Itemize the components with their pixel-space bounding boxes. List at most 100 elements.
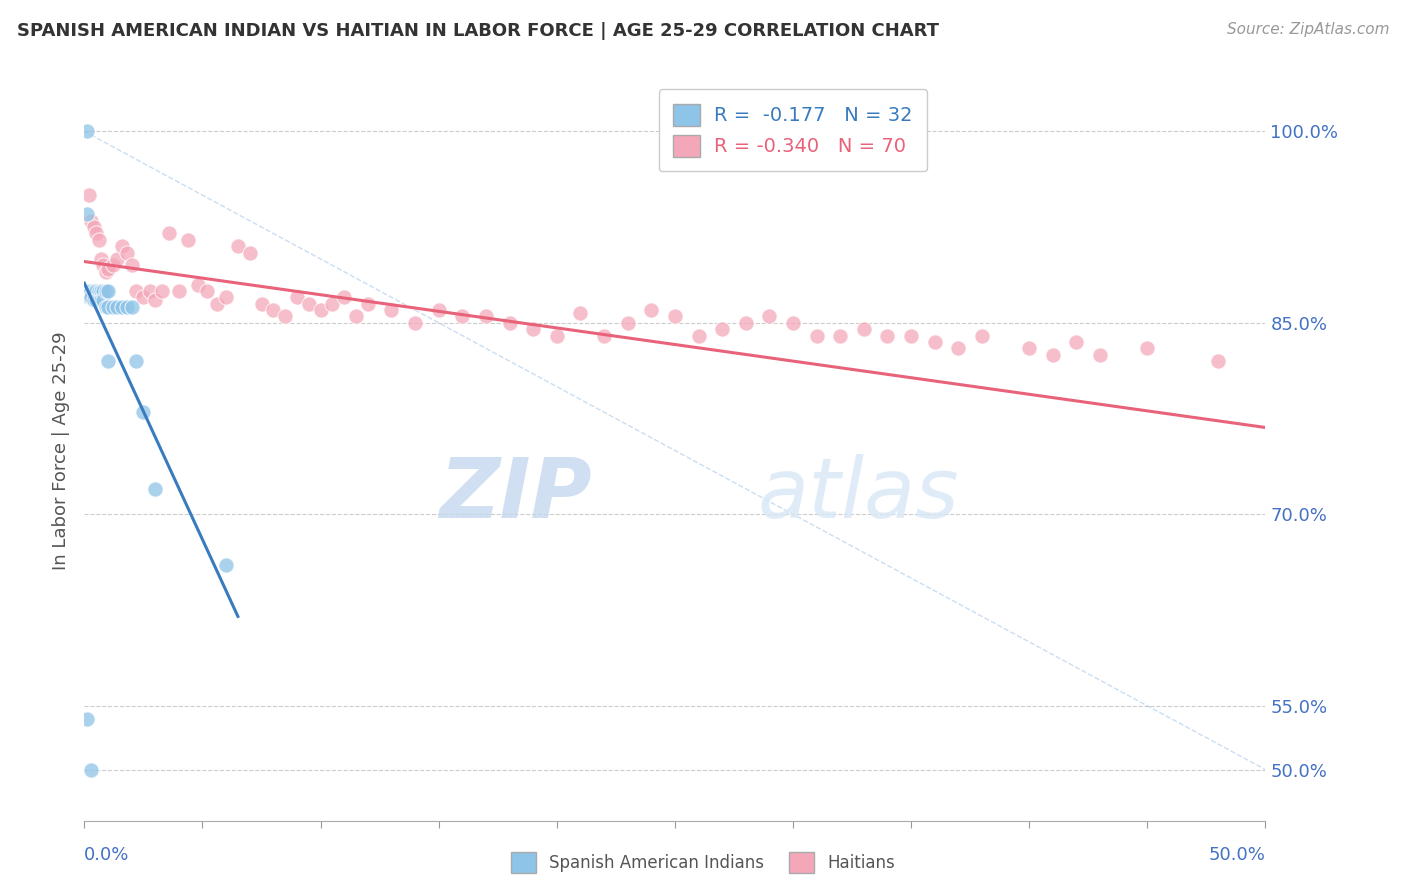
Point <box>157 227 180 241</box>
Point <box>205 296 228 310</box>
Point <box>80 213 103 227</box>
Text: Source: ZipAtlas.com: Source: ZipAtlas.com <box>1226 22 1389 37</box>
Point <box>640 303 662 318</box>
Point <box>94 265 117 279</box>
Point <box>357 296 380 310</box>
Point <box>298 296 321 310</box>
Point <box>900 328 922 343</box>
Point <box>101 259 124 273</box>
Point <box>80 290 103 304</box>
Point <box>344 310 367 324</box>
Point <box>380 303 402 318</box>
Point <box>107 252 129 266</box>
Point <box>758 310 780 324</box>
Point <box>84 284 107 298</box>
Point <box>132 290 155 304</box>
Point <box>132 405 155 419</box>
Text: 50.0%: 50.0% <box>1209 846 1265 863</box>
Point <box>121 259 143 273</box>
Point <box>90 284 112 298</box>
Point <box>688 328 710 343</box>
Point <box>91 259 114 273</box>
Point <box>90 293 112 307</box>
Point <box>711 322 734 336</box>
Point <box>451 310 474 324</box>
Point <box>77 290 100 304</box>
Point <box>90 252 112 266</box>
Point <box>111 301 134 315</box>
Point <box>876 328 898 343</box>
Point <box>593 328 616 343</box>
Point <box>782 316 804 330</box>
Legend: Spanish American Indians, Haitians: Spanish American Indians, Haitians <box>505 846 901 880</box>
Point <box>84 293 107 307</box>
Point <box>91 293 114 307</box>
Point <box>177 233 200 247</box>
Point <box>167 284 190 298</box>
Point <box>195 284 218 298</box>
Point <box>1136 342 1159 356</box>
Point <box>309 303 332 318</box>
Text: ZIP: ZIP <box>440 454 592 535</box>
Point <box>94 301 117 315</box>
Point <box>83 293 105 307</box>
Point <box>1018 342 1040 356</box>
Point <box>1042 348 1064 362</box>
Point <box>616 316 638 330</box>
Point <box>83 220 105 235</box>
Point <box>80 763 103 777</box>
Point <box>115 245 138 260</box>
Point <box>498 316 520 330</box>
Point <box>76 124 98 138</box>
Point <box>91 284 114 298</box>
Point <box>87 233 110 247</box>
Point <box>97 284 120 298</box>
Point <box>77 188 100 202</box>
Point <box>321 296 343 310</box>
Point <box>97 301 120 315</box>
Point <box>226 239 249 253</box>
Point <box>94 284 117 298</box>
Point <box>143 482 166 496</box>
Point <box>76 712 98 726</box>
Point <box>569 305 592 319</box>
Y-axis label: In Labor Force | Age 25-29: In Labor Force | Age 25-29 <box>52 331 70 570</box>
Point <box>522 322 544 336</box>
Legend: R =  -0.177   N = 32, R = -0.340   N = 70: R = -0.177 N = 32, R = -0.340 N = 70 <box>658 89 928 171</box>
Point <box>125 354 148 368</box>
Point <box>285 290 308 304</box>
Point <box>139 284 162 298</box>
Point <box>734 316 756 330</box>
Point <box>215 290 238 304</box>
Point <box>1206 354 1229 368</box>
Text: atlas: atlas <box>758 454 959 535</box>
Point <box>97 354 120 368</box>
Point <box>475 310 498 324</box>
Point <box>76 207 98 221</box>
Point <box>97 262 120 277</box>
Text: 0.0%: 0.0% <box>84 846 129 863</box>
Point <box>546 328 568 343</box>
Point <box>187 277 209 292</box>
Point <box>125 284 148 298</box>
Point <box>806 328 828 343</box>
Point <box>1066 334 1088 349</box>
Point <box>924 334 946 349</box>
Point <box>83 284 105 298</box>
Point <box>121 301 143 315</box>
Point <box>948 342 970 356</box>
Point <box>87 284 110 298</box>
Text: SPANISH AMERICAN INDIAN VS HAITIAN IN LABOR FORCE | AGE 25-29 CORRELATION CHART: SPANISH AMERICAN INDIAN VS HAITIAN IN LA… <box>17 22 939 40</box>
Point <box>101 301 124 315</box>
Point <box>404 316 426 330</box>
Point <box>427 303 450 318</box>
Point <box>215 558 238 573</box>
Point <box>852 322 875 336</box>
Point <box>111 239 134 253</box>
Point <box>143 293 166 307</box>
Point <box>115 301 138 315</box>
Point <box>830 328 852 343</box>
Point <box>333 290 356 304</box>
Point <box>77 284 100 298</box>
Point <box>664 310 686 324</box>
